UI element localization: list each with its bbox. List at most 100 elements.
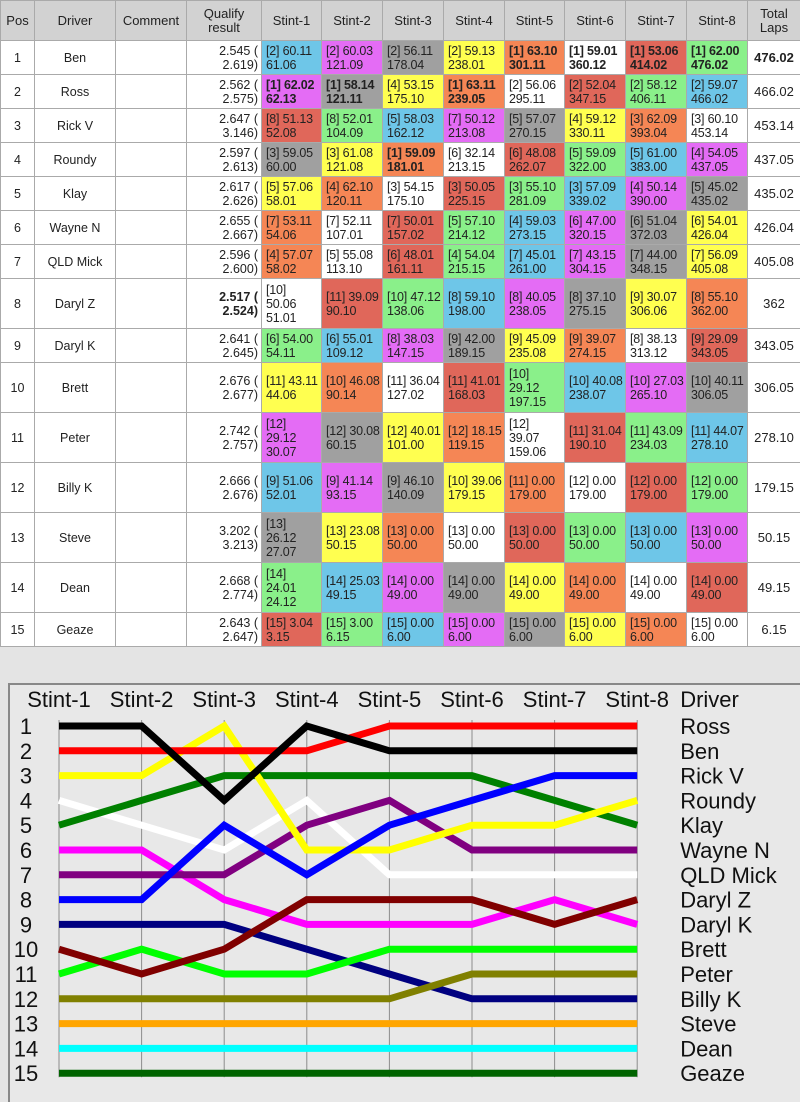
table-row: 9 Daryl K 2.641 ( 2.645) [6] 54.00 54.11 [6]… <box>0 328 800 363</box>
driver-cell: Peter <box>34 412 116 463</box>
stint-cell: [4] 53.15 175.10 <box>382 74 444 109</box>
total-laps-cell: 437.05 <box>747 142 800 177</box>
total-laps-cell: 466.02 <box>747 74 800 109</box>
stint-cell: [8] 59.10 198.00 <box>443 278 505 329</box>
stint-cell: [8] 52.01 104.09 <box>321 108 383 143</box>
y-tick-label: 9 <box>20 912 32 937</box>
stint-cell: [10] 50.06 51.01 <box>261 278 322 329</box>
stint-cell: [9] 29.09 343.05 <box>686 328 748 363</box>
total-laps-cell: 49.15 <box>747 562 800 613</box>
stint-cell: [7] 50.12 213.08 <box>443 108 505 143</box>
qualify-cell: 2.517 ( 2.524) <box>186 278 262 329</box>
stint-cell: [13] 0.00 50.00 <box>686 512 748 563</box>
x-tick-label: Stint-1 <box>27 687 91 712</box>
stint-cell: [13] 0.00 50.00 <box>625 512 687 563</box>
stint-cell: [10] 40.08 238.07 <box>564 362 626 413</box>
column-header-qualify-result: Qualify result <box>186 0 262 41</box>
column-header-stint-7: Stint-7 <box>625 0 687 41</box>
y-tick-label: 5 <box>20 813 32 838</box>
series-line-daryl-z <box>57 896 639 978</box>
comment-cell <box>115 362 187 413</box>
table-row: 12 Billy K 2.666 ( 2.676) [9] 51.06 52.01 [9… <box>0 462 800 513</box>
stint-cell: [6] 47.00 320.15 <box>564 210 626 245</box>
x-tick-label: Stint-8 <box>605 687 669 712</box>
table-row: 5 Klay 2.617 ( 2.626) [5] 57.06 58.01 [4] 62… <box>0 176 800 211</box>
stint-cell: [1] 58.14 121.11 <box>321 74 383 109</box>
stint-cell: [14] 0.00 49.00 <box>625 562 687 613</box>
stint-cell: [3] 57.09 339.02 <box>564 176 626 211</box>
table-header-row: Pos Driver Comment Qualify result Stint-1 Sti… <box>0 0 800 41</box>
stint-cell: [5] 59.09 322.00 <box>564 142 626 177</box>
stint-cell: [11] 36.04 127.02 <box>382 362 444 413</box>
comment-cell <box>115 612 187 647</box>
total-laps-cell: 6.15 <box>747 612 800 647</box>
column-header-comment: Comment <box>115 0 187 41</box>
stint-cell: [6] 51.04 372.03 <box>625 210 687 245</box>
stint-cell: [3] 54.15 175.10 <box>382 176 444 211</box>
x-tick-label: Stint-3 <box>192 687 256 712</box>
stint-cell: [7] 56.09 405.08 <box>686 244 748 279</box>
total-laps-cell: 362 <box>747 278 800 329</box>
legend-label: Rick V <box>680 764 744 789</box>
table-row: 3 Rick V 2.647 ( 3.146) [8] 51.13 52.08 [8] … <box>0 108 800 143</box>
x-tick-label: Stint-7 <box>523 687 587 712</box>
total-laps-cell: 278.10 <box>747 412 800 463</box>
stint-cell: [10] 39.06 179.15 <box>443 462 505 513</box>
table-row: 6 Wayne N 2.655 ( 2.667) [7] 53.11 54.06 [7]… <box>0 210 800 245</box>
x-tick-label: Stint-5 <box>358 687 422 712</box>
qualify-cell: 2.641 ( 2.645) <box>186 328 262 363</box>
stint-cell: [8] 55.10 362.00 <box>686 278 748 329</box>
stint-cell: [14] 24.01 24.12 <box>261 562 322 613</box>
table-row: 2 Ross 2.562 ( 2.575) [1] 62.02 62.13 [1] 58… <box>0 74 800 109</box>
series-line-brett <box>57 945 638 978</box>
table-row: 13 Steve 3.202 ( 3.213) [13] 26.12 27.07 [13… <box>0 512 800 563</box>
stint-cell: [9] 45.09 235.08 <box>504 328 565 363</box>
stint-cell: [1] 59.09 181.01 <box>382 142 444 177</box>
stint-cell: [9] 41.14 93.15 <box>321 462 383 513</box>
pos-cell: 14 <box>0 562 35 613</box>
pos-cell: 11 <box>0 412 35 463</box>
stint-cell: [1] 62.00 476.02 <box>686 40 748 75</box>
stint-cell: [4] 54.04 215.15 <box>443 244 505 279</box>
stint-cell: [14] 0.00 49.00 <box>504 562 565 613</box>
stint-cell: [10] 27.03 265.10 <box>625 362 687 413</box>
stint-cell: [10] 46.08 90.14 <box>321 362 383 413</box>
y-tick-label: 4 <box>20 788 32 813</box>
column-header-stint-5: Stint-5 <box>504 0 565 41</box>
legend-label: Peter <box>680 962 733 987</box>
stint-cell: [15] 3.00 6.15 <box>321 612 383 647</box>
comment-cell <box>115 412 187 463</box>
y-tick-label: 3 <box>20 764 32 789</box>
stint-cell: [5] 57.10 214.12 <box>443 210 505 245</box>
legend-label: Dean <box>680 1036 733 1061</box>
total-laps-cell: 476.02 <box>747 40 800 75</box>
stint-cell: [11] 39.09 90.10 <box>321 278 383 329</box>
stint-cell: [11] 31.04 190.10 <box>564 412 626 463</box>
stint-cell: [5] 45.02 435.02 <box>686 176 748 211</box>
total-laps-cell: 435.02 <box>747 176 800 211</box>
stint-cell: [15] 0.00 6.00 <box>686 612 748 647</box>
stint-cell: [1] 63.10 301.11 <box>504 40 565 75</box>
y-tick-label: 8 <box>20 888 32 913</box>
stint-cell: [7] 52.11 107.01 <box>321 210 383 245</box>
y-tick-label: 15 <box>14 1061 38 1086</box>
series-line-peter <box>59 970 638 1003</box>
pos-cell: 13 <box>0 512 35 563</box>
total-laps-cell: 306.05 <box>747 362 800 413</box>
stint-cell: [8] 38.13 313.12 <box>625 328 687 363</box>
comment-cell <box>115 278 187 329</box>
comment-cell <box>115 210 187 245</box>
stint-cell: [6] 32.14 213.15 <box>443 142 505 177</box>
stint-cell: [8] 38.03 147.15 <box>382 328 444 363</box>
stint-cell: [15] 3.04 3.15 <box>261 612 322 647</box>
position-chart-svg: Stint-1 Stint-2 Stint-3 Stint-4 Stint-5 Stint… <box>14 687 778 1086</box>
stint-cell: [6] 48.08 262.07 <box>504 142 565 177</box>
y-tick-label: 11 <box>15 962 38 987</box>
pos-cell: 1 <box>0 40 35 75</box>
stint-cell: [13] 0.00 50.00 <box>564 512 626 563</box>
stint-cell: [14] 0.00 49.00 <box>564 562 626 613</box>
stint-cell: [14] 25.03 49.15 <box>321 562 383 613</box>
stint-cell: [15] 0.00 6.00 <box>382 612 444 647</box>
stint-cell: [2] 58.12 406.11 <box>625 74 687 109</box>
column-header-total-laps: Total Laps <box>747 0 800 41</box>
